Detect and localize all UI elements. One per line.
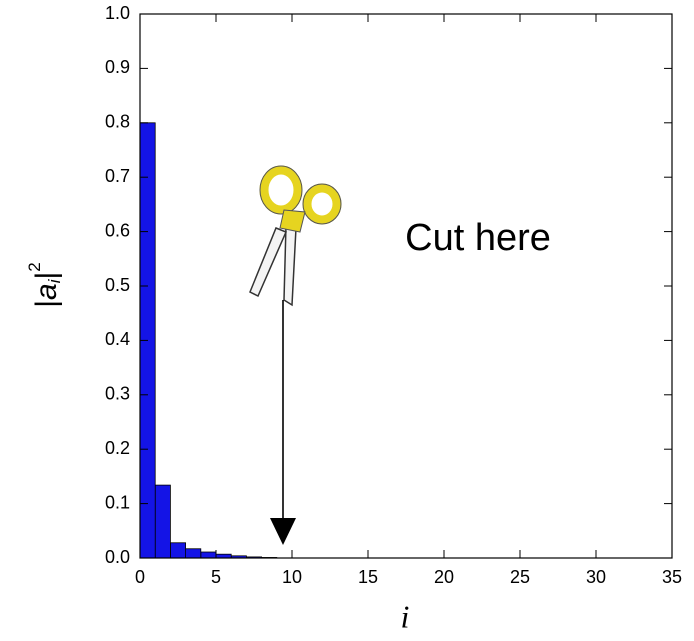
x-tick-label: 5 <box>211 567 221 587</box>
bar <box>154 484 171 559</box>
x-tick-label: 30 <box>586 567 606 587</box>
arrow-head <box>270 518 296 545</box>
x-tick-label: 0 <box>135 567 145 587</box>
x-tick-label: 35 <box>662 567 682 587</box>
y-label-sup: 2 <box>25 262 44 271</box>
y-tick-label: 0.1 <box>105 492 130 512</box>
plot-frame <box>139 13 673 559</box>
bar <box>169 542 186 559</box>
y-axis-label: |ai|2 <box>25 262 64 308</box>
x-tick-label: 25 <box>510 567 530 587</box>
y-tick-label: 0.5 <box>105 275 130 295</box>
y-tick-label: 0.7 <box>105 166 130 186</box>
y-tick-label: 0.8 <box>105 112 130 132</box>
annotation: Cut here <box>405 217 551 259</box>
scissors <box>249 165 342 307</box>
x-tick-label: 10 <box>282 567 302 587</box>
y-tick-label: 0.9 <box>105 57 130 77</box>
y-label-part: | <box>30 300 63 308</box>
bar <box>185 548 202 559</box>
bar <box>200 551 217 559</box>
y-tick-label: 1.0 <box>105 3 130 23</box>
x-axis-label: i <box>401 598 410 634</box>
y-tick-label: 0.3 <box>105 384 130 404</box>
y-label-part: | <box>30 272 63 280</box>
x-tick-label: 20 <box>434 567 454 587</box>
y-tick-label: 0.2 <box>105 438 130 458</box>
y-label-sub: i <box>45 278 64 283</box>
y-tick-label: 0.0 <box>105 547 130 567</box>
x-tick-label: 15 <box>358 567 378 587</box>
y-label-part: a <box>30 283 63 300</box>
y-tick-label: 0.4 <box>105 329 130 349</box>
y-tick-label: 0.6 <box>105 220 130 240</box>
